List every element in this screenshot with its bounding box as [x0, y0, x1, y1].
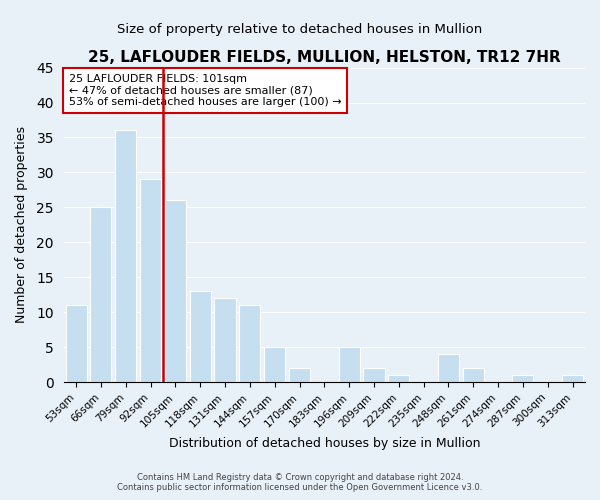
Bar — [115, 130, 136, 382]
Bar — [364, 368, 385, 382]
Bar — [214, 298, 236, 382]
Bar — [65, 305, 86, 382]
Bar — [463, 368, 484, 382]
Bar — [338, 347, 360, 382]
Bar — [190, 291, 211, 382]
X-axis label: Distribution of detached houses by size in Mullion: Distribution of detached houses by size … — [169, 437, 480, 450]
Bar — [562, 375, 583, 382]
Bar — [388, 375, 409, 382]
Bar — [438, 354, 459, 382]
Bar — [512, 375, 533, 382]
Text: Size of property relative to detached houses in Mullion: Size of property relative to detached ho… — [118, 22, 482, 36]
Bar — [165, 200, 186, 382]
Bar — [91, 208, 112, 382]
Y-axis label: Number of detached properties: Number of detached properties — [15, 126, 28, 324]
Title: 25, LAFLOUDER FIELDS, MULLION, HELSTON, TR12 7HR: 25, LAFLOUDER FIELDS, MULLION, HELSTON, … — [88, 50, 561, 65]
Bar — [140, 180, 161, 382]
Bar — [289, 368, 310, 382]
Bar — [264, 347, 285, 382]
Text: 25 LAFLOUDER FIELDS: 101sqm
← 47% of detached houses are smaller (87)
53% of sem: 25 LAFLOUDER FIELDS: 101sqm ← 47% of det… — [69, 74, 341, 107]
Text: Contains HM Land Registry data © Crown copyright and database right 2024.
Contai: Contains HM Land Registry data © Crown c… — [118, 472, 482, 492]
Bar — [239, 305, 260, 382]
